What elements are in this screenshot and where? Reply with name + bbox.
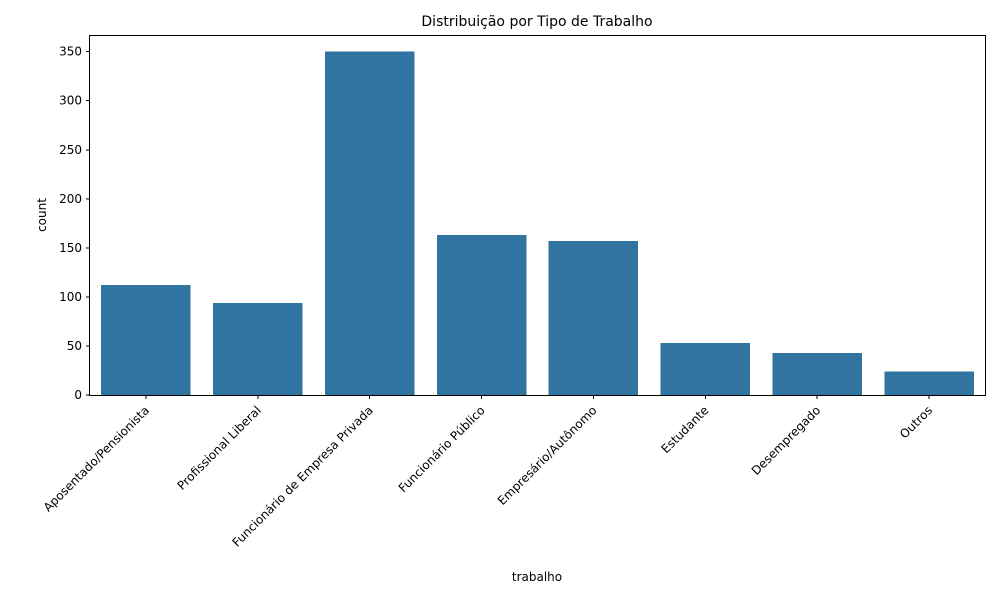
bar-1 <box>213 302 303 395</box>
bar-0 <box>101 285 191 395</box>
chart-title: Distribuição por Tipo de Trabalho <box>421 14 652 30</box>
y-tick-label: 0 <box>74 388 82 402</box>
bar-5 <box>660 343 751 395</box>
bar-6 <box>772 352 862 395</box>
y-tick-label: 150 <box>59 241 82 255</box>
x-axis-label: trabalho <box>512 570 562 584</box>
bar-7 <box>884 371 974 395</box>
y-tick-label: 100 <box>59 290 82 304</box>
bar-2 <box>324 51 415 396</box>
y-tick-label: 50 <box>67 339 82 353</box>
x-tick-label: Funcionário Público <box>396 403 488 495</box>
y-tick-label: 250 <box>59 143 82 157</box>
x-tick-label: Outros <box>897 403 935 441</box>
x-tick-label: Aposentado/Pensionista <box>41 403 152 514</box>
bar-4 <box>548 240 639 395</box>
x-tick-label: Desempregado <box>749 403 824 478</box>
bar-3 <box>436 235 527 395</box>
y-axis: 0 50 100 150 200 250 300 350 <box>59 45 90 402</box>
bars-layer <box>101 51 974 396</box>
y-tick-label: 200 <box>59 192 82 206</box>
y-tick-label: 300 <box>59 94 82 108</box>
y-axis-label: count <box>35 198 49 232</box>
x-axis: Aposentado/Pensionista Profissional Liber… <box>41 395 935 550</box>
x-tick-label: Empresário/Autônomo <box>495 403 600 508</box>
plot-frame <box>89 35 986 396</box>
x-tick-label: Estudante <box>659 403 712 456</box>
y-tick-label: 350 <box>59 45 82 59</box>
x-tick-label: Profissional Liberal <box>174 403 263 492</box>
